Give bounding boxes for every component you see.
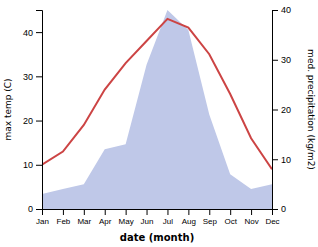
y-axis-title: max temp (C): [3, 78, 13, 140]
tick-label: Jul: [163, 217, 173, 226]
tick: Jan: [36, 209, 49, 226]
tick: Dec: [265, 209, 279, 226]
y-axis: 0 10 20 30 40: [23, 11, 43, 215]
tick-label: May: [119, 217, 134, 226]
tick-label: 30: [23, 72, 33, 82]
tick-mark: [272, 10, 278, 11]
tick: May: [119, 209, 134, 226]
axis-line: [43, 210, 273, 216]
tick: 0: [272, 204, 286, 214]
tick: Feb: [57, 209, 71, 226]
tick-mark: [36, 209, 42, 210]
tick-mark: [188, 209, 189, 215]
tick: Oct: [224, 209, 237, 226]
tick-mark: [36, 32, 42, 33]
tick-mark: [230, 209, 231, 215]
y2-axis-title: med. precipitation (kg/m2): [306, 49, 316, 170]
tick: 20: [23, 116, 42, 126]
tick-label: Nov: [244, 217, 258, 226]
tick-mark: [209, 209, 210, 215]
tick: Sep: [203, 209, 218, 226]
tick: Jul: [163, 209, 173, 226]
plot-area: JanFebMarAprMayJunJulAugSepOctNovDec0102…: [23, 5, 291, 225]
tick-mark: [272, 110, 278, 111]
tick-label: 40: [23, 27, 33, 37]
tick: 30: [23, 72, 42, 82]
tick: Mar: [77, 209, 91, 226]
tick: 20: [272, 105, 291, 115]
tick-label: 10: [281, 155, 291, 165]
tick-mark: [272, 209, 278, 210]
tick-mark: [126, 209, 127, 215]
tick-label: Feb: [57, 217, 71, 226]
tick: 10: [23, 160, 42, 170]
tick: Apr: [99, 209, 112, 226]
temperature-line: [42, 19, 272, 169]
tick-label: 0: [28, 204, 33, 214]
tick: 40: [23, 27, 42, 37]
tick-label: 0: [281, 204, 286, 214]
axis-line: [273, 11, 279, 210]
tick-label: Jun: [141, 217, 154, 226]
tick-label: Apr: [99, 217, 112, 226]
tick: 10: [272, 155, 291, 165]
tick-mark: [167, 209, 168, 215]
tick-mark: [84, 209, 85, 215]
tick-label: Aug: [182, 217, 196, 226]
tick-mark: [105, 209, 106, 215]
tick-mark: [36, 76, 42, 77]
tick-mark: [251, 209, 252, 215]
tick-mark: [36, 165, 42, 166]
tick-mark: [272, 159, 278, 160]
tick-label: Mar: [77, 217, 91, 226]
tick-label: 20: [281, 105, 291, 115]
y2-axis: 0 10 20 30 40: [272, 5, 291, 214]
tick: Aug: [182, 209, 196, 226]
tick: Nov: [244, 209, 258, 226]
tick-mark: [272, 60, 278, 61]
x-axis: Jan Feb Mar Apr May Jun Jul Aug Sep Oct Nov Dec: [36, 209, 280, 226]
tick-label: 20: [23, 116, 33, 126]
tick: Jun: [141, 209, 154, 226]
chart: JanFebMarAprMayJunJulAugSepOctNovDec0102…: [0, 0, 318, 247]
tick: 30: [272, 55, 291, 65]
axis-line: [36, 11, 43, 210]
tick-label: Jan: [36, 217, 49, 226]
tick-label: Sep: [203, 217, 218, 226]
x-axis-title: date (month): [120, 232, 194, 243]
precipitation-area: [42, 10, 272, 209]
tick-mark: [36, 121, 42, 122]
tick: 0: [28, 204, 42, 214]
tick-label: Oct: [224, 217, 237, 226]
tick-mark: [147, 209, 148, 215]
tick: 40: [272, 5, 291, 15]
tick-label: 10: [23, 160, 33, 170]
tick-label: Dec: [265, 217, 279, 226]
marks: [42, 10, 272, 209]
tick-label: 30: [281, 55, 291, 65]
tick-label: 40: [281, 5, 291, 15]
tick-mark: [63, 209, 64, 215]
